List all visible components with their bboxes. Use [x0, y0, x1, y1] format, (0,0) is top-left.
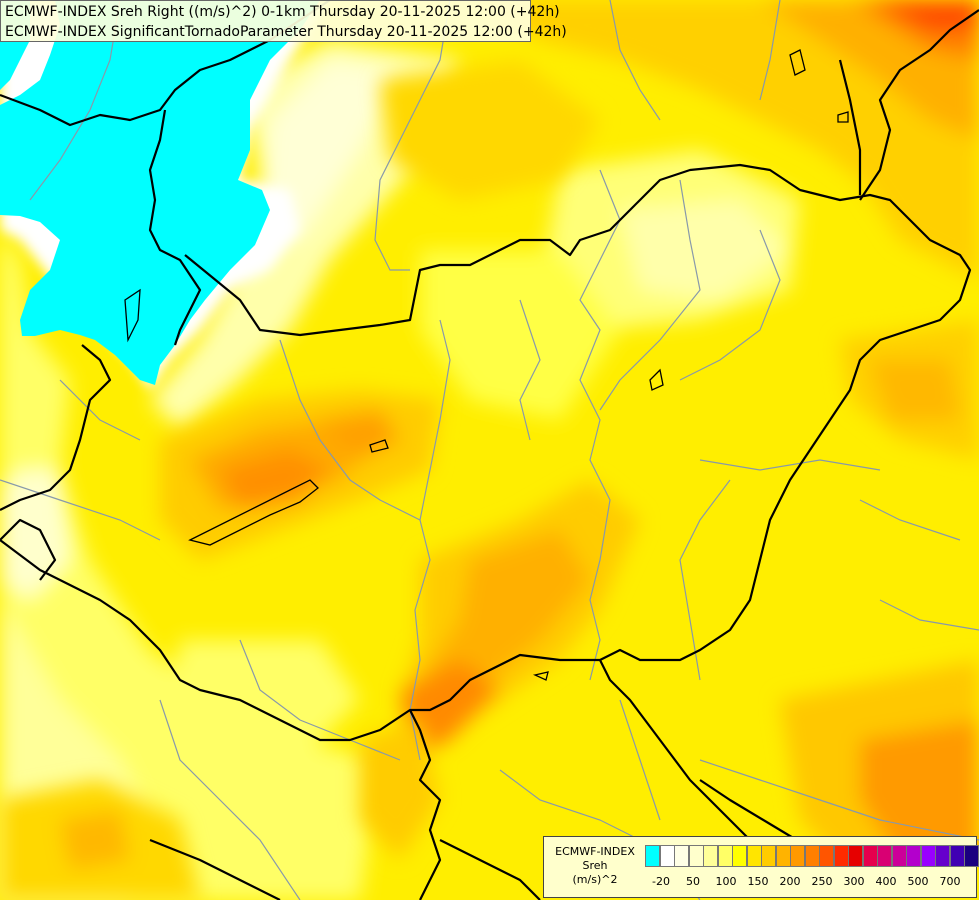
legend-swatch [775, 845, 791, 867]
legend-swatch [703, 845, 718, 867]
title-line-stp: ECMWF-INDEX SignificantTornadoParameter … [5, 24, 567, 40]
legend-swatch [920, 845, 936, 867]
legend-swatch [674, 845, 689, 867]
legend-swatch [862, 845, 878, 867]
legend-swatch [746, 845, 762, 867]
negative-values-field [0, 0, 330, 390]
legend-tick-label: 150 [747, 875, 769, 888]
legend-swatch [790, 845, 805, 867]
lakes [124, 49, 849, 681]
legend-swatch [688, 845, 704, 867]
legend-swatch [732, 845, 747, 867]
legend-title-unit: (m/s)^2 [572, 873, 618, 886]
legend-title-model: ECMWF-INDEX [555, 845, 635, 858]
legend-tick-label: 100 [715, 875, 737, 888]
map-title-box: ECMWF-INDEX Sreh Right ((m/s)^2) 0-1km T… [0, 0, 567, 42]
legend-tick-label: 50 [686, 875, 700, 888]
legend-swatch [891, 845, 907, 867]
legend-tick-label: 200 [779, 875, 801, 888]
lake-balaton [188, 479, 319, 546]
color-legend: ECMWF-INDEX Sreh (m/s)^2 -20 50 100 150 200 2… [543, 836, 979, 898]
legend-swatch [848, 845, 863, 867]
legend-tick-label: 250 [811, 875, 833, 888]
legend-swatch [804, 845, 820, 867]
legend-title-variable: Sreh [582, 859, 608, 872]
legend-swatch [761, 845, 776, 867]
legend-swatch [819, 845, 834, 867]
legend-tick-label: 300 [843, 875, 865, 888]
legend-swatch [717, 845, 733, 867]
legend-tick-label: 500 [907, 875, 929, 888]
legend-swatch [949, 845, 965, 867]
legend-swatch [964, 845, 979, 867]
border-north-east [859, 9, 979, 201]
legend-tick-label: 400 [875, 875, 897, 888]
legend-swatch [906, 845, 921, 867]
legend-swatch [645, 845, 660, 867]
legend-swatch [935, 845, 950, 867]
legend-swatch [833, 845, 849, 867]
legend-tick-label: -20 [652, 875, 670, 888]
legend-title: ECMWF-INDEX Sreh (m/s)^2 [548, 845, 642, 887]
title-line-sreh: ECMWF-INDEX Sreh Right ((m/s)^2) 0-1km T… [5, 4, 560, 20]
legend-swatch [877, 845, 892, 867]
legend-swatch [659, 845, 675, 867]
legend-tick-label: 700 [939, 875, 961, 888]
cyan-region [0, 0, 320, 385]
